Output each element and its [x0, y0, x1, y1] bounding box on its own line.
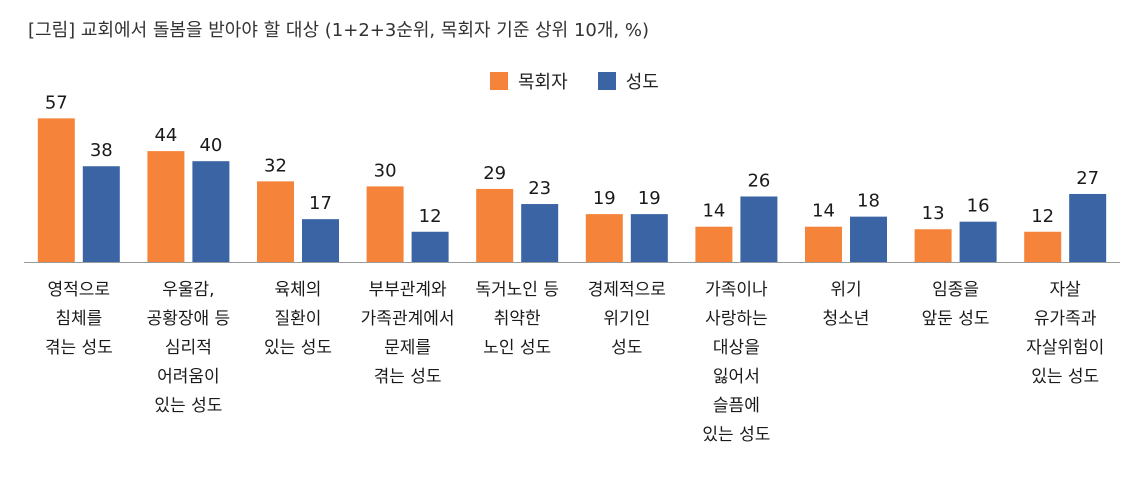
category-label-line: 자살: [1049, 280, 1081, 300]
category-label-line: 침체를: [55, 309, 103, 329]
bar-pastor-6: [695, 226, 733, 262]
category-label-line: 독거노인 등: [475, 280, 559, 300]
data-label-pastor-7: 14: [812, 201, 835, 222]
data-label-pastor-9: 12: [1031, 206, 1054, 227]
data-label-pastor-2: 32: [264, 155, 287, 176]
category-label-line: 심리적: [164, 338, 212, 358]
category-label-line: 우울감,: [162, 280, 215, 300]
data-label-member-0: 38: [90, 140, 113, 161]
data-label-pastor-5: 19: [593, 188, 616, 209]
bar-member-7: [850, 216, 887, 262]
bar-member-9: [1069, 193, 1107, 262]
bar-pastor-2: [257, 181, 294, 262]
category-label-line: 있는 성도: [154, 396, 223, 416]
category-label-line: 있는 성도: [702, 425, 771, 445]
legend-swatch-member: [597, 72, 616, 90]
bar-pastor-1: [147, 151, 185, 262]
legend-item-member: 성도: [597, 68, 659, 94]
legend-swatch-pastor: [490, 72, 508, 90]
category-label-line: 부부관계와: [368, 280, 447, 300]
category-label-line: 위기: [830, 280, 862, 300]
category-label-line: 슬픔에: [712, 396, 760, 416]
category-label-line: 앞둔 성도: [921, 309, 990, 329]
bar-member-6: [740, 196, 778, 262]
bar-member-8: [959, 221, 997, 262]
category-label-line: 성도: [611, 338, 643, 358]
category-label-line: 육체의: [274, 280, 322, 300]
category-label-line: 임종을: [932, 280, 980, 300]
category-label-line: 겪는 성도: [373, 367, 442, 387]
data-label-pastor-6: 14: [702, 201, 725, 222]
category-label-line: 있는 성도: [1031, 367, 1100, 387]
data-label-pastor-0: 57: [45, 92, 68, 113]
chart-title: [그림] 교회에서 돌봄을 받아야 할 대상 (1+2+3순위, 목회자 기준 …: [28, 20, 649, 41]
legend: 목회자 성도: [490, 68, 689, 94]
category-label-line: 대상을: [712, 338, 760, 358]
data-label-member-5: 19: [638, 188, 661, 209]
category-label-line: 사랑하는: [705, 309, 768, 329]
bar-pastor-4: [476, 188, 514, 262]
category-label-line: 자살위험이: [1026, 338, 1105, 358]
category-label-line: 질환이: [274, 309, 322, 329]
bar-member-1: [192, 161, 230, 262]
bar-pastor-5: [585, 214, 623, 262]
legend-label-member: 성도: [625, 72, 659, 93]
legend-item-pastor: 목회자: [490, 68, 568, 94]
category-label-line: 노인 성도: [483, 338, 552, 358]
category-label-line: 잃어서: [712, 367, 760, 387]
bar-member-3: [411, 231, 449, 262]
data-label-member-7: 18: [857, 191, 880, 212]
data-label-member-9: 27: [1076, 168, 1099, 189]
bar-pastor-7: [805, 226, 842, 262]
bar-member-2: [302, 219, 339, 262]
category-label-line: 청소년: [822, 309, 870, 329]
data-label-pastor-1: 44: [154, 125, 177, 146]
bar-member-0: [82, 166, 120, 262]
category-label-line: 경제적으로: [587, 280, 666, 300]
data-label-member-1: 40: [199, 135, 222, 156]
data-label-pastor-3: 30: [374, 160, 397, 181]
category-label-line: 가족관계에서: [360, 309, 455, 329]
data-label-pastor-4: 29: [483, 163, 506, 184]
category-label-line: 영적으로: [47, 280, 111, 300]
bar-pastor-9: [1024, 231, 1062, 262]
category-label-line: 위기인: [603, 309, 651, 329]
legend-label-pastor: 목회자: [518, 72, 568, 93]
category-label-line: 취약한: [493, 309, 541, 329]
category-label-line: 공황장애 등: [146, 309, 231, 329]
data-label-member-6: 26: [747, 170, 770, 191]
category-label-line: 겪는 성도: [44, 338, 113, 358]
bar-pastor-0: [37, 118, 75, 262]
category-label-line: 유가족과: [1033, 309, 1097, 329]
category-label-line: 어려움이: [157, 367, 220, 387]
data-label-member-2: 17: [309, 193, 332, 214]
data-label-member-8: 16: [967, 196, 990, 217]
data-label-pastor-8: 13: [922, 203, 945, 224]
bar-pastor-8: [914, 229, 952, 262]
bar-member-5: [630, 214, 668, 262]
data-label-member-4: 23: [528, 178, 551, 199]
category-label-line: 가족이나: [705, 280, 768, 300]
bar-pastor-3: [366, 186, 404, 262]
data-label-member-3: 12: [419, 206, 442, 227]
category-label-line: 있는 성도: [264, 338, 332, 358]
category-label-line: 문제를: [384, 338, 432, 358]
bar-member-4: [521, 204, 559, 262]
